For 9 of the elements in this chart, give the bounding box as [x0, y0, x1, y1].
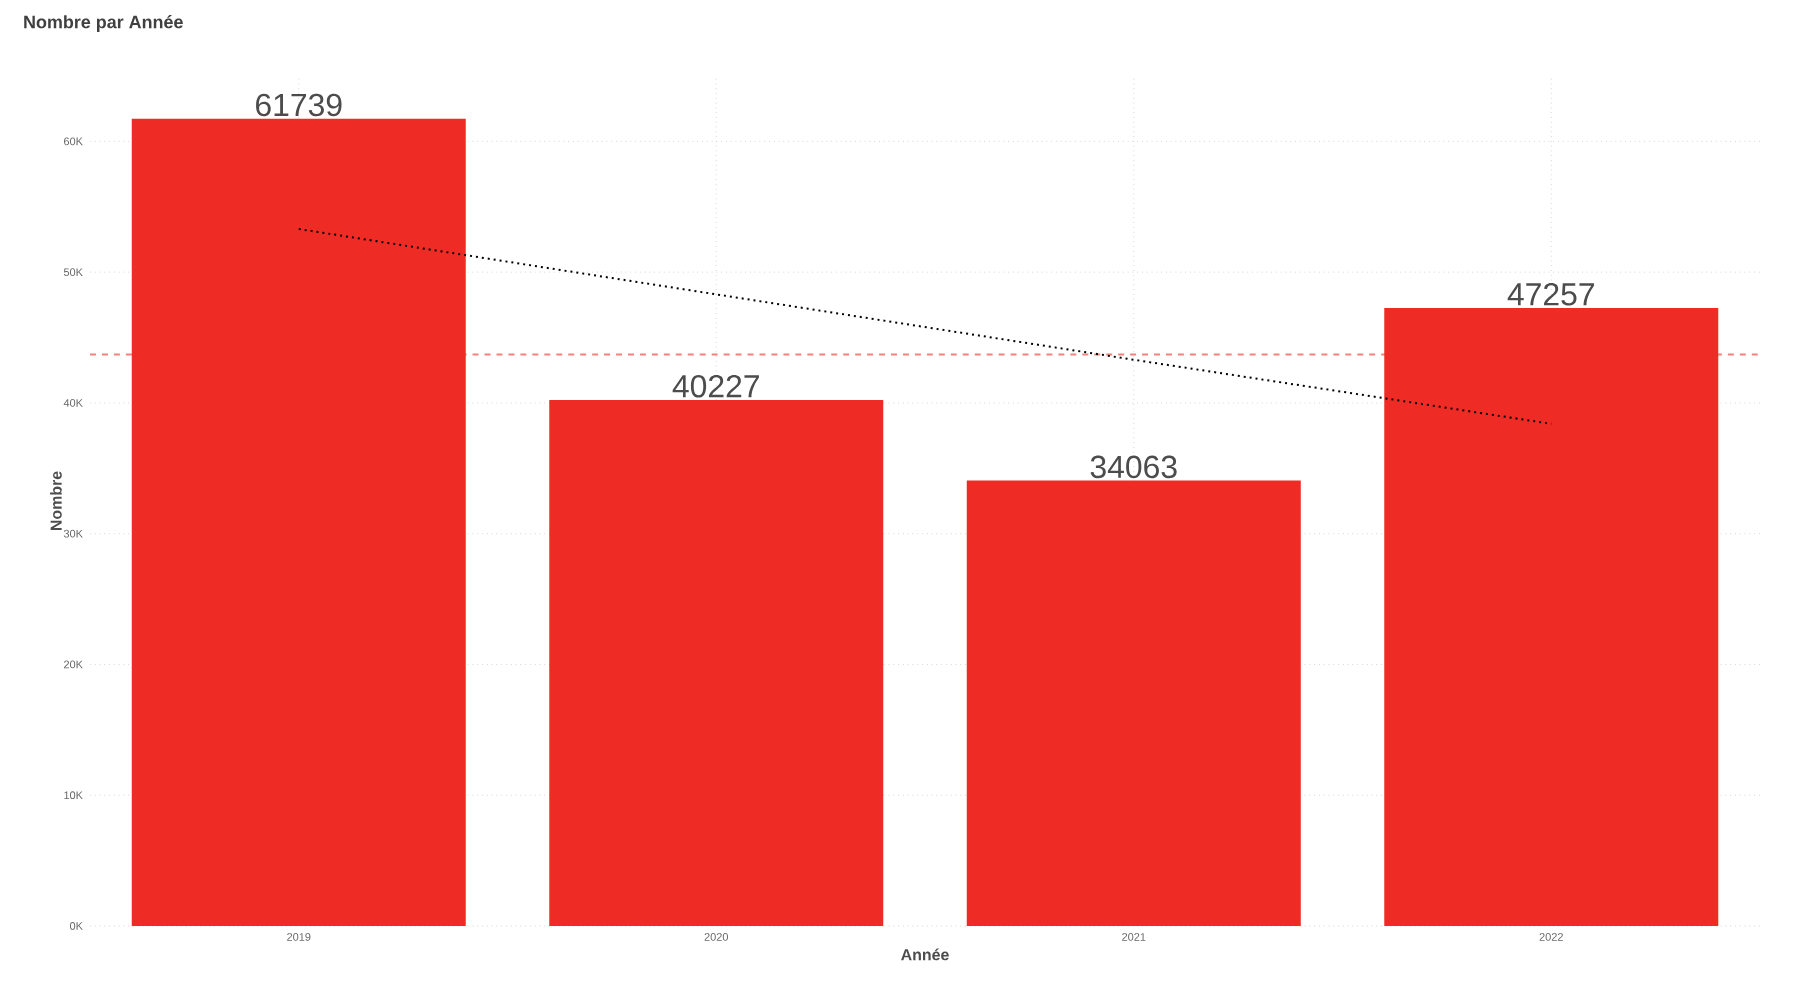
bar: [966, 480, 1301, 926]
bar: [131, 118, 466, 926]
data-label: 47257: [1507, 283, 1594, 306]
chart-title: Nombre par Année: [24, 15, 183, 32]
bar: [549, 399, 884, 926]
data-label: 61739: [256, 93, 342, 117]
data-label: 40227: [672, 374, 759, 398]
data-label: 34063: [1090, 455, 1177, 479]
bar: [1384, 308, 1719, 926]
